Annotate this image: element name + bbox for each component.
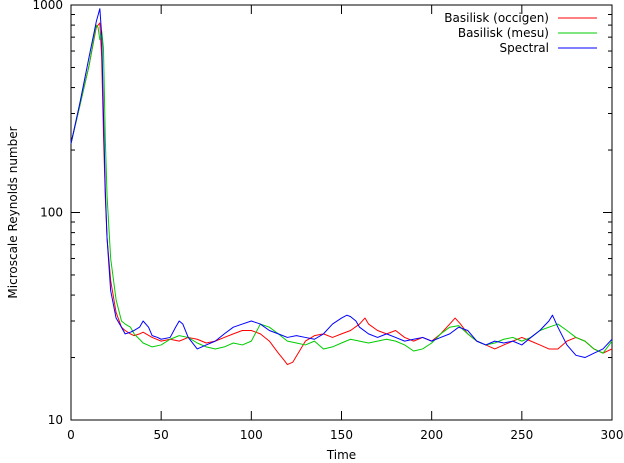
x-tick-label: 100 — [240, 428, 263, 442]
y-tick-label: 1000 — [32, 0, 63, 12]
series-line-1 — [70, 22, 613, 366]
legend-label-3: Spectral — [499, 41, 549, 55]
legend-label-2: Basilisk (mesu) — [458, 26, 549, 40]
x-tick-label: 250 — [510, 428, 533, 442]
x-axis-label: Time — [326, 448, 356, 462]
series-lines — [70, 8, 613, 366]
x-tick-label: 150 — [330, 428, 353, 442]
series-line-3 — [70, 8, 613, 359]
series-line-2 — [70, 24, 613, 354]
plot-frame — [70, 4, 613, 421]
y-tick-label: 10 — [48, 413, 63, 427]
x-tick-label: 0 — [67, 428, 75, 442]
y-axis-label: Microscale Reynolds number — [6, 126, 20, 298]
legend-label-1: Basilisk (occigen) — [444, 11, 549, 25]
x-tick-label: 200 — [420, 428, 443, 442]
x-tick-label: 50 — [154, 428, 169, 442]
tick-marks — [71, 5, 612, 420]
tick-labels: 0 50 100 150 200 250 300 10 100 1000 — [32, 0, 623, 442]
legend: Basilisk (occigen)Basilisk (mesu)Spectra… — [444, 11, 597, 55]
x-tick-label: 300 — [601, 428, 624, 442]
y-tick-label: 100 — [40, 206, 63, 220]
